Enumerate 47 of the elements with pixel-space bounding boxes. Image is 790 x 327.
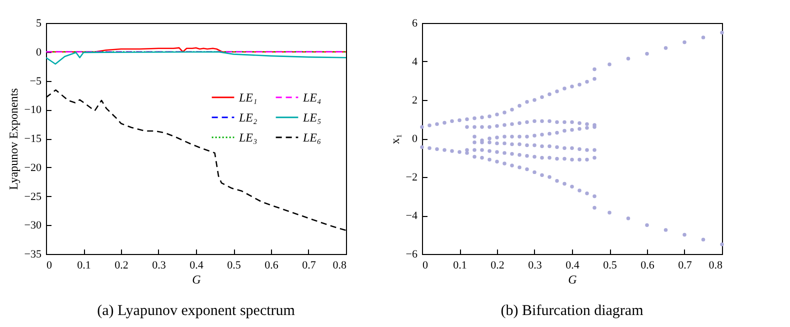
y-tick-label: −25 bbox=[24, 190, 42, 203]
y-tick-label: −5 bbox=[30, 75, 42, 88]
x-tick-label: 0.5 bbox=[227, 260, 242, 272]
y-tick-label: −20 bbox=[24, 162, 42, 174]
x-tick-label: 0.7 bbox=[302, 260, 316, 272]
x-tick-label: 0 bbox=[46, 260, 52, 272]
x-tick-label: 0.6 bbox=[640, 260, 655, 272]
x-tick-label: 0 bbox=[422, 260, 428, 272]
x-tick-label: 0.3 bbox=[152, 260, 166, 272]
y-tick-label: 0 bbox=[36, 46, 42, 58]
x-tick-label: 0.8 bbox=[708, 260, 723, 272]
x-tick-label: 0.2 bbox=[490, 260, 504, 272]
x-tick-label: 0.2 bbox=[114, 260, 128, 272]
x-axis-title: G bbox=[568, 272, 578, 286]
x-axis-title: G bbox=[192, 272, 202, 286]
y-axis-title: Lyapunov Exponents bbox=[6, 88, 20, 190]
x-tick-label: 0.4 bbox=[190, 260, 204, 272]
legend-label: LE₃ bbox=[238, 130, 258, 144]
y-tick-label: 0 bbox=[412, 133, 418, 145]
x-tick-label: 0.1 bbox=[77, 260, 91, 272]
y-tick-label: 6 bbox=[412, 18, 418, 30]
x-tick-label: 0.5 bbox=[603, 260, 618, 272]
legend-label: LE₄ bbox=[302, 90, 322, 104]
y-tick-label: −10 bbox=[24, 104, 42, 116]
y-tick-label: −35 bbox=[24, 248, 42, 260]
legend-label: LE₂ bbox=[238, 110, 258, 124]
y-axis-title: x₁ bbox=[388, 134, 402, 144]
x-tick-label: 0.1 bbox=[453, 260, 467, 272]
y-tick-label: 2 bbox=[412, 94, 418, 106]
y-tick-label: −6 bbox=[406, 248, 418, 260]
legend-label: LE₁ bbox=[238, 90, 258, 104]
text: (b) Bifurcation diagram bbox=[500, 303, 644, 319]
x-tick-label: 0.6 bbox=[264, 260, 279, 272]
legend-label: LE₆ bbox=[302, 130, 322, 144]
line-series bbox=[46, 51, 346, 65]
text: (a) Lyapunov exponent spectrum bbox=[97, 303, 296, 319]
y-tick-label: −15 bbox=[24, 133, 42, 145]
y-tick-label: −4 bbox=[406, 210, 418, 222]
x-tick-label: 0.4 bbox=[566, 260, 580, 272]
x-tick-label: 0.7 bbox=[678, 260, 692, 272]
y-tick-label: 4 bbox=[412, 56, 418, 68]
x-tick-label: 0.8 bbox=[332, 260, 347, 272]
y-tick-label: −2 bbox=[406, 172, 418, 184]
y-tick-label: −30 bbox=[24, 220, 42, 232]
y-tick-label: 5 bbox=[36, 18, 42, 30]
legend-label: LE₅ bbox=[302, 110, 322, 124]
x-tick-label: 0.3 bbox=[528, 260, 542, 272]
